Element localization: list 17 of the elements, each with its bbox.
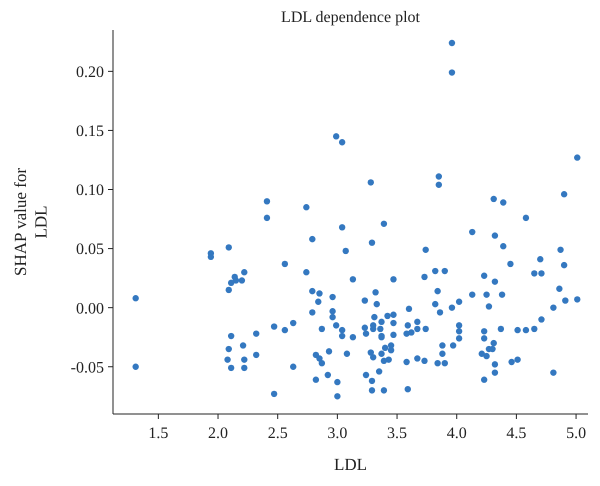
x-tick-label: 4.0 bbox=[446, 425, 467, 442]
y-tick-label: 0.15 bbox=[76, 123, 104, 140]
y-tick-label: 0.20 bbox=[76, 64, 104, 81]
y-axis-title: SHAP value for LDL bbox=[11, 168, 50, 276]
y-tick-label: 0.10 bbox=[76, 182, 104, 200]
x-tick-label: 4.5 bbox=[506, 425, 526, 442]
x-axis-title: LDL bbox=[334, 455, 368, 474]
y-tick-label: 0.05 bbox=[76, 241, 104, 258]
x-tick-label: 1.5 bbox=[148, 425, 168, 442]
y-tick-label: -0.05 bbox=[70, 359, 104, 376]
x-tick-label: 3.5 bbox=[387, 425, 408, 442]
x-tick-label: 3.0 bbox=[327, 425, 348, 442]
x-tick-label: 2.0 bbox=[208, 425, 228, 442]
chart-title: LDL dependence plot bbox=[281, 9, 421, 26]
y-tick-label: 0.00 bbox=[76, 300, 104, 318]
x-tick-label: 2.5 bbox=[268, 425, 288, 442]
x-tick-label: 5.0 bbox=[566, 425, 586, 442]
